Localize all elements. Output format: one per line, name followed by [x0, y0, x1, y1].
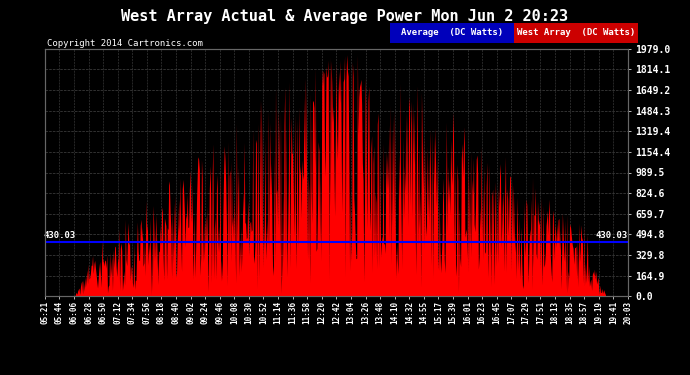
Text: 430.03: 430.03 — [43, 231, 76, 240]
Text: 430.03: 430.03 — [595, 231, 628, 240]
Text: Average  (DC Watts): Average (DC Watts) — [401, 28, 503, 38]
Text: West Array Actual & Average Power Mon Jun 2 20:23: West Array Actual & Average Power Mon Ju… — [121, 9, 569, 24]
Text: Copyright 2014 Cartronics.com: Copyright 2014 Cartronics.com — [47, 39, 203, 48]
Text: West Array  (DC Watts): West Array (DC Watts) — [517, 28, 635, 38]
